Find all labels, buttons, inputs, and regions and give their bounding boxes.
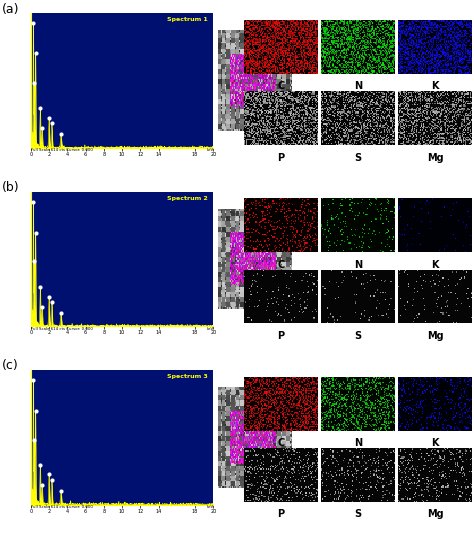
Text: Mg: Mg — [427, 152, 443, 163]
Text: P: P — [277, 331, 284, 341]
Text: Spectrum 3: Spectrum 3 — [167, 374, 208, 379]
Text: Spectrum 2: Spectrum 2 — [167, 196, 208, 201]
Text: K: K — [431, 260, 439, 270]
Text: (a): (a) — [2, 3, 20, 16]
Text: N: N — [354, 438, 362, 448]
Text: (c): (c) — [2, 360, 19, 372]
Text: Full Scale 614 cts Cursor: 0.000: Full Scale 614 cts Cursor: 0.000 — [31, 505, 93, 509]
Text: S: S — [354, 509, 362, 519]
Text: Full Scale 614 cts Cursor: 0.000: Full Scale 614 cts Cursor: 0.000 — [31, 327, 93, 331]
Text: keV: keV — [206, 148, 213, 152]
Text: S: S — [354, 152, 362, 163]
Text: keV: keV — [206, 327, 213, 331]
Text: N: N — [354, 260, 362, 270]
Text: keV: keV — [206, 505, 213, 509]
Text: P: P — [277, 509, 284, 519]
Text: K: K — [431, 438, 439, 448]
Text: (b): (b) — [2, 181, 20, 194]
Text: K: K — [431, 81, 439, 91]
Text: Mg: Mg — [427, 331, 443, 341]
Text: C: C — [277, 438, 284, 448]
Text: N: N — [354, 81, 362, 91]
Text: Full Scale 614 cts Cursor: 0.000: Full Scale 614 cts Cursor: 0.000 — [31, 148, 93, 152]
Text: C: C — [277, 260, 284, 270]
Text: C: C — [277, 81, 284, 91]
Text: P: P — [277, 152, 284, 163]
Text: Mg: Mg — [427, 509, 443, 519]
Text: S: S — [354, 331, 362, 341]
Text: Spectrum 1: Spectrum 1 — [167, 18, 208, 22]
